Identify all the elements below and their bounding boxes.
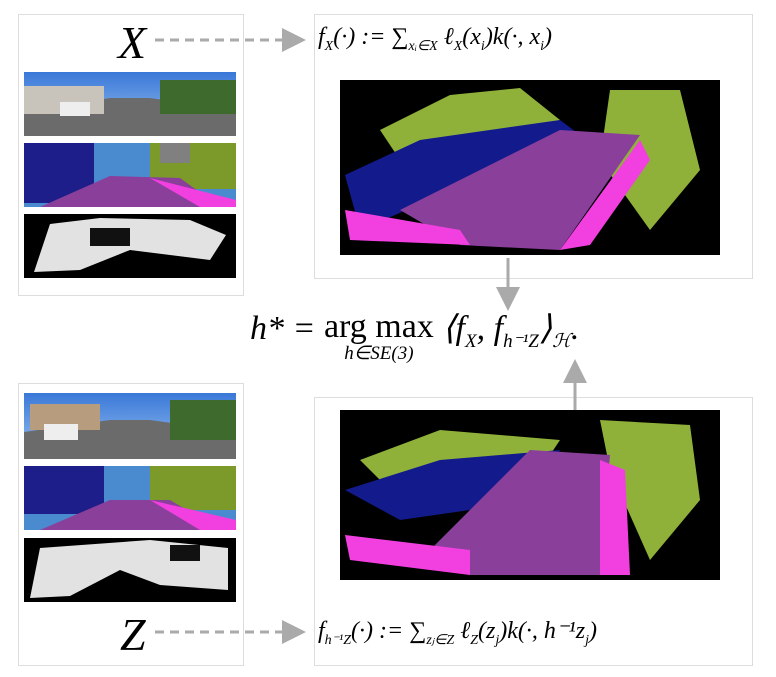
- formula-subscript: Z: [470, 632, 479, 648]
- formula-text: ): [588, 618, 597, 644]
- point-cloud: [340, 80, 720, 255]
- formula-text: f: [318, 24, 325, 50]
- formula-subscript: xᵢ∈X: [408, 38, 438, 54]
- objective: h* = arg max h∈SE(3) ⟨fX, fh⁻¹Z⟩ℋ.: [250, 308, 579, 365]
- formula-text: (·) := ∑: [333, 24, 409, 50]
- formula-text: (z: [478, 618, 496, 644]
- formula-subscript: j: [585, 632, 589, 648]
- depth-image: [24, 214, 236, 278]
- depth-image: [24, 538, 236, 602]
- operator-text: arg max: [323, 308, 434, 345]
- formula-subscript: X: [465, 330, 477, 352]
- formula-subscript: i: [480, 38, 485, 54]
- operator: arg max h∈SE(3): [324, 308, 434, 365]
- formula-text: .: [570, 310, 580, 347]
- formula-text: )k(·, x: [484, 24, 541, 50]
- panel: [18, 383, 244, 666]
- formula-text: ℓ: [437, 24, 454, 50]
- formula-subscript: j: [495, 632, 500, 648]
- formula-text: ): [544, 24, 552, 50]
- formula-subscript: ℋ: [552, 330, 571, 352]
- set-label: X: [118, 17, 147, 68]
- formula-subscript: h⁻¹Z: [503, 330, 539, 352]
- formula-text: ⟩: [538, 310, 553, 347]
- formula-subscript: i: [540, 38, 544, 54]
- panel: [18, 14, 244, 296]
- formula-text: ℓ: [454, 618, 471, 644]
- formula-subscript: X: [453, 38, 463, 54]
- camera-image: [24, 72, 236, 136]
- formula-subscript: h⁻¹Z: [324, 632, 352, 648]
- formula-text: ⟨f: [433, 310, 466, 347]
- formula: fh⁻¹Z(·) := ∑zⱼ∈Z ℓZ(zj)k(·, h⁻¹zj): [318, 616, 597, 649]
- formula-text: (x: [462, 24, 481, 50]
- set-label: Z: [120, 609, 146, 660]
- formula-text: )k(·, h⁻¹z: [499, 618, 586, 644]
- formula-text: h* =: [250, 310, 324, 347]
- formula-subscript: zⱼ∈Z: [426, 632, 455, 648]
- panel: [314, 14, 753, 279]
- formula-subscript: X: [324, 38, 334, 54]
- segmentation-image: [24, 143, 236, 207]
- operator-subscript: h∈SE(3): [344, 343, 414, 364]
- camera-image: [24, 393, 236, 459]
- formula-text: (·) := ∑: [351, 618, 427, 644]
- formula-text: f: [318, 618, 325, 644]
- formula: fX(·) := ∑xᵢ∈X ℓX(xi)k(·, xi): [318, 24, 552, 55]
- formula-text: , f: [476, 310, 504, 347]
- point-cloud: [340, 410, 720, 580]
- segmentation-image: [24, 466, 236, 530]
- panel: [314, 397, 753, 666]
